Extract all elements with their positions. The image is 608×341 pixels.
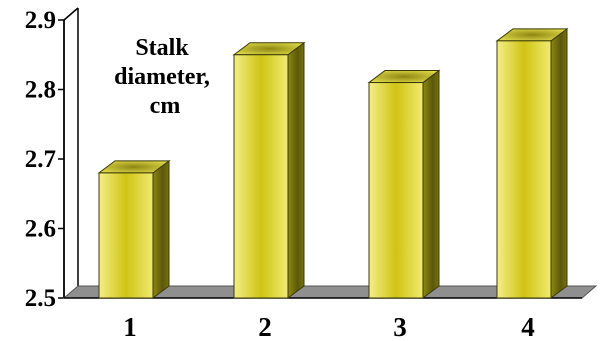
bar-front	[233, 54, 289, 299]
bar-side	[287, 41, 305, 299]
bar	[367, 69, 441, 299]
x-category-label: 3	[393, 312, 407, 341]
x-category-label: 4	[521, 312, 535, 341]
chart-title-line: Stalk	[135, 35, 189, 61]
bar	[97, 159, 171, 299]
y-tick-label: 2.6	[25, 216, 56, 243]
chart-title-line: cm	[150, 93, 181, 119]
bars	[97, 27, 569, 299]
y-axis-top-edge	[63, 7, 79, 21]
bar-side	[152, 159, 170, 299]
bar-front	[368, 82, 424, 299]
labels: 2.5 2.6 2.7 2.8 2.9 1 2 3 4	[25, 7, 535, 341]
chart-title-line: diameter,	[114, 64, 210, 90]
bar-side	[422, 69, 440, 299]
bar	[495, 27, 569, 299]
x-category-label: 2	[258, 312, 272, 341]
bar-front	[496, 40, 552, 299]
bar	[232, 41, 306, 299]
bar-side	[550, 27, 568, 299]
axes	[58, 7, 79, 299]
x-category-label: 1	[123, 312, 137, 341]
bar-front	[98, 172, 154, 299]
chart-title: Stalk diameter, cm	[114, 35, 216, 119]
y-tick-label: 2.7	[25, 146, 56, 173]
y-tick-label: 2.8	[25, 77, 56, 104]
y-tick-label: 2.5	[25, 285, 56, 312]
y-tick-label: 2.9	[25, 7, 56, 34]
